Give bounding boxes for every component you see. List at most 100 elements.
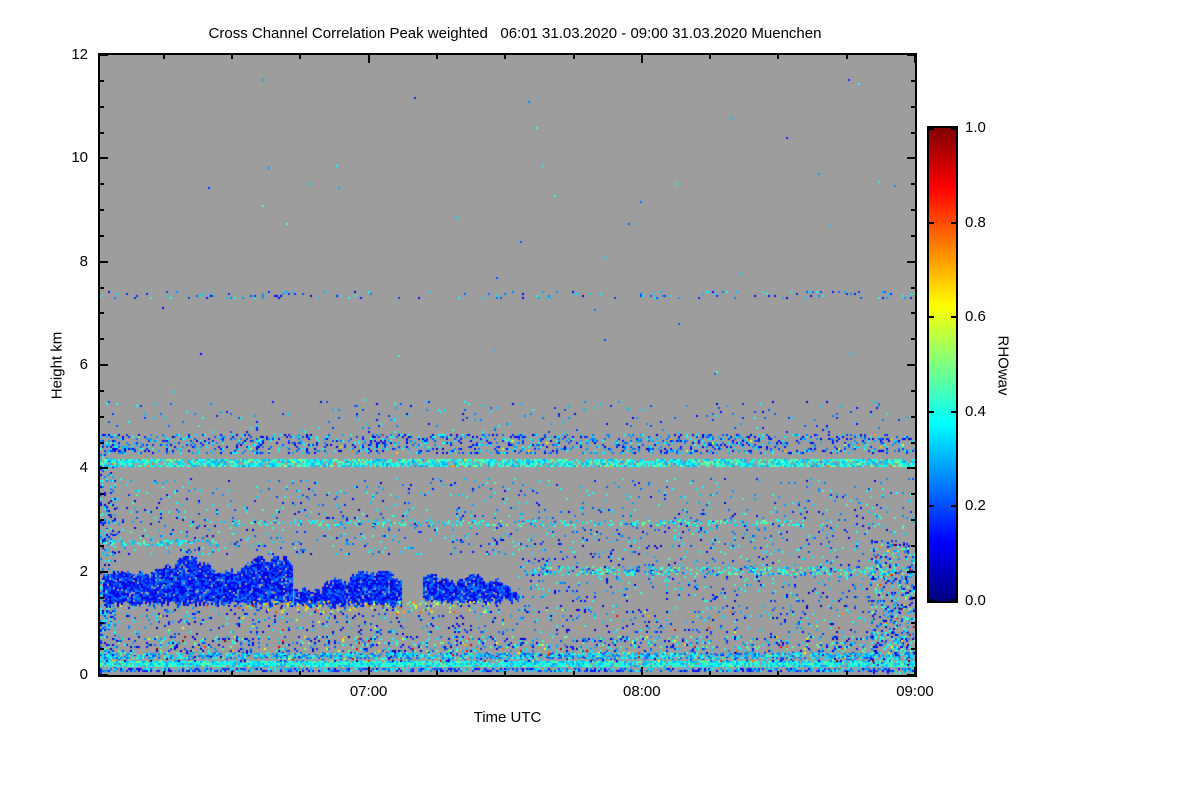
x-tick-minor (435, 671, 438, 675)
x-tick-major-top (367, 55, 370, 63)
x-tick-minor-top (504, 55, 507, 59)
y-tick-minor-right (911, 312, 915, 315)
y-tick-minor (100, 415, 104, 418)
y-tick-minor (100, 79, 104, 82)
y-tick-major-right (907, 157, 915, 160)
x-tick-minor (504, 671, 507, 675)
colorbar-tick-label: 0.2 (965, 497, 986, 515)
y-tick-minor-right (911, 131, 915, 134)
x-tick-minor-top (709, 55, 712, 59)
y-tick-minor-right (911, 389, 915, 392)
y-tick-minor (100, 234, 104, 237)
heatmap-canvas (100, 55, 915, 675)
y-tick-minor-right (911, 596, 915, 599)
y-tick-minor-right (911, 519, 915, 521)
y-tick-label: 8 (79, 252, 88, 270)
y-tick-major (100, 467, 108, 470)
colorbar-tick (929, 599, 934, 601)
y-tick-minor (100, 105, 104, 108)
y-tick-minor (100, 286, 104, 289)
x-tick-minor (231, 671, 234, 675)
y-tick-major-right (907, 54, 915, 56)
x-tick-major-top (914, 55, 916, 63)
y-tick-minor (100, 338, 104, 341)
colorbar-tick (929, 221, 934, 224)
y-tick-label: 4 (79, 459, 88, 477)
y-tick-minor-right (911, 493, 915, 496)
colorbar-tick-right (951, 316, 956, 319)
y-tick-label: 2 (79, 562, 88, 580)
y-tick-minor (100, 493, 104, 496)
y-tick-minor (100, 389, 104, 392)
y-tick-major-right (907, 260, 915, 263)
x-tick-major (640, 667, 643, 675)
colorbar-tick-right (951, 128, 956, 130)
y-tick-major (100, 364, 108, 366)
y-tick-major-right (907, 570, 915, 573)
y-tick-minor (100, 622, 104, 625)
y-tick-minor (100, 544, 104, 547)
y-tick-label: 6 (79, 356, 88, 373)
colorbar-tick-label: 0.4 (965, 402, 986, 420)
colorbar-tick (929, 316, 934, 319)
y-tick-minor-right (911, 622, 915, 625)
colorbar-tick (929, 128, 934, 130)
x-tick-minor-top (435, 55, 438, 59)
y-tick-major-right (907, 364, 915, 366)
colorbar-tick-label: 1.0 (965, 119, 986, 136)
x-tick-minor-top (162, 55, 165, 59)
x-tick-label: 07:00 (349, 683, 388, 700)
x-tick-minor-top (572, 55, 575, 59)
y-tick-major (100, 157, 108, 160)
colorbar-tick (929, 410, 934, 413)
colorbar-tick (929, 505, 934, 508)
y-tick-minor-right (911, 209, 915, 211)
y-tick-minor-right (911, 105, 915, 108)
colorbar-canvas (929, 128, 956, 601)
x-tick-minor (572, 671, 575, 675)
x-tick-major-top (640, 55, 643, 63)
y-tick-label: 10 (71, 149, 88, 167)
y-tick-minor (100, 312, 104, 315)
x-tick-major (367, 667, 370, 675)
y-tick-minor (100, 441, 104, 444)
y-tick-minor-right (911, 79, 915, 82)
x-tick-major (914, 667, 916, 675)
x-tick-minor-top (299, 55, 302, 59)
x-tick-minor (845, 671, 848, 675)
y-tick-minor (100, 183, 104, 186)
colorbar-tick-label: 0.6 (965, 308, 986, 326)
x-tick-minor (777, 671, 780, 675)
y-tick-minor-right (911, 648, 915, 651)
chart-title: Cross Channel Correlation Peak weighted … (208, 25, 822, 42)
x-tick-minor-top (845, 55, 848, 59)
colorbar-tick-right (951, 505, 956, 508)
y-tick-label: 12 (71, 46, 88, 63)
colorbar-tick-label: 0.8 (965, 213, 986, 231)
y-tick-label: 0 (79, 666, 88, 683)
y-tick-minor (100, 519, 104, 521)
x-tick-label: 09:00 (896, 683, 934, 700)
x-tick-minor (299, 671, 302, 675)
y-tick-major-right (907, 467, 915, 470)
y-tick-minor-right (911, 338, 915, 341)
y-tick-major (100, 54, 108, 56)
x-tick-minor (709, 671, 712, 675)
x-tick-minor-top (777, 55, 780, 59)
y-tick-major (100, 674, 108, 676)
y-tick-major (100, 260, 108, 263)
colorbar-tick-right (951, 221, 956, 224)
y-tick-minor (100, 209, 104, 211)
x-tick-minor (162, 671, 165, 675)
colorbar-tick-right (951, 410, 956, 413)
x-tick-minor-top (231, 55, 234, 59)
y-tick-minor (100, 596, 104, 599)
y-tick-minor-right (911, 415, 915, 418)
y-tick-minor (100, 648, 104, 651)
x-tick-label: 08:00 (623, 683, 661, 700)
x-axis-label: Time UTC (473, 709, 542, 726)
y-tick-minor-right (911, 544, 915, 547)
y-tick-major-right (907, 674, 915, 676)
y-tick-minor (100, 131, 104, 134)
